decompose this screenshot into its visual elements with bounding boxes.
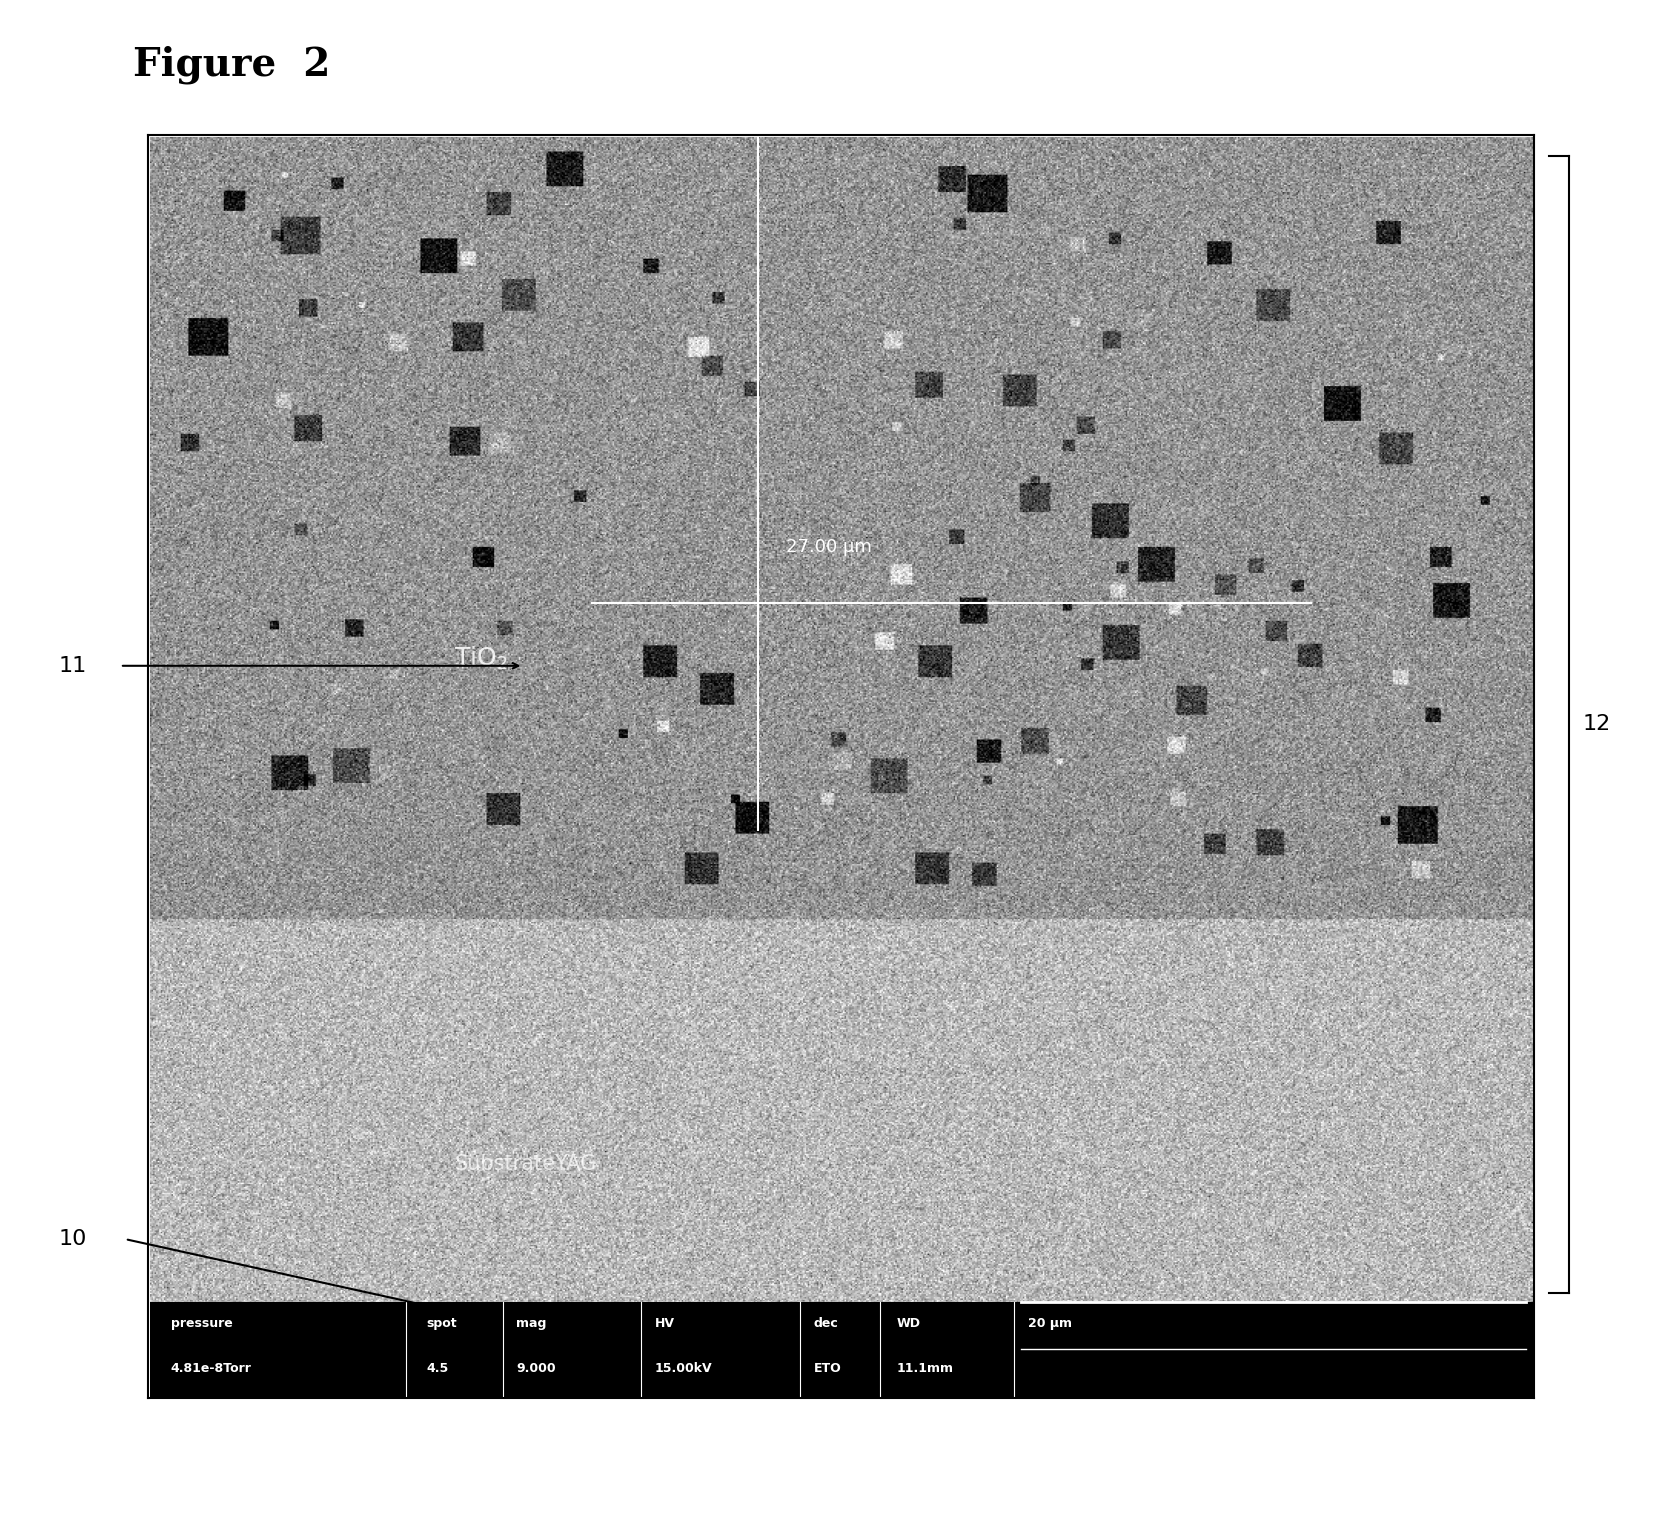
- Text: mag: mag: [516, 1318, 546, 1330]
- Text: 11: 11: [58, 656, 87, 676]
- Text: HV: HV: [655, 1318, 675, 1330]
- Bar: [150, 1302, 1533, 1397]
- Text: 10: 10: [58, 1230, 87, 1249]
- Text: ETO: ETO: [813, 1362, 841, 1375]
- Text: 9.000: 9.000: [516, 1362, 556, 1375]
- Text: 12: 12: [1583, 715, 1611, 735]
- Text: 11.1mm: 11.1mm: [896, 1362, 953, 1375]
- Text: pressure: pressure: [170, 1318, 233, 1330]
- Text: TiO$_2$: TiO$_2$: [455, 645, 508, 672]
- Text: 4.81e-8Torr: 4.81e-8Torr: [170, 1362, 252, 1375]
- Text: 20 μm: 20 μm: [1028, 1318, 1071, 1330]
- Text: 27.00 μm: 27.00 μm: [786, 539, 871, 557]
- Text: 15.00kV: 15.00kV: [655, 1362, 713, 1375]
- Text: SubstrateYAG: SubstrateYAG: [455, 1154, 596, 1173]
- Text: dec: dec: [813, 1318, 838, 1330]
- Text: Figure  2: Figure 2: [133, 46, 330, 83]
- Text: WD: WD: [896, 1318, 921, 1330]
- Text: 4.5: 4.5: [426, 1362, 448, 1375]
- Text: spot: spot: [426, 1318, 456, 1330]
